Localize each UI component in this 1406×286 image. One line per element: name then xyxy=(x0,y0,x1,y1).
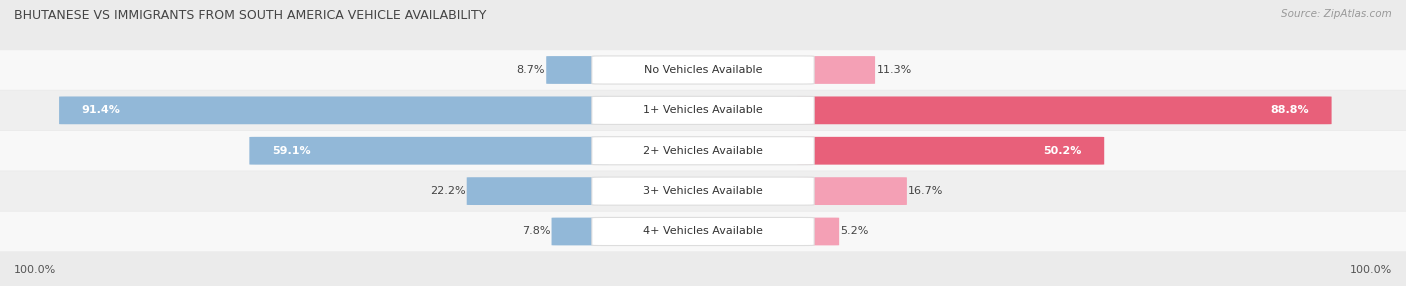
FancyBboxPatch shape xyxy=(592,96,814,124)
FancyBboxPatch shape xyxy=(592,217,814,246)
Text: 4+ Vehicles Available: 4+ Vehicles Available xyxy=(643,227,763,237)
FancyBboxPatch shape xyxy=(797,177,907,205)
Text: 2+ Vehicles Available: 2+ Vehicles Available xyxy=(643,146,763,156)
FancyBboxPatch shape xyxy=(0,50,1406,90)
Text: No Vehicles Available: No Vehicles Available xyxy=(644,65,762,75)
Text: 11.3%: 11.3% xyxy=(876,65,911,75)
FancyBboxPatch shape xyxy=(797,56,875,84)
Text: 100.0%: 100.0% xyxy=(1350,265,1392,275)
FancyBboxPatch shape xyxy=(592,137,814,165)
FancyBboxPatch shape xyxy=(249,137,609,165)
Text: 50.2%: 50.2% xyxy=(1043,146,1081,156)
FancyBboxPatch shape xyxy=(797,137,1104,165)
Text: Source: ZipAtlas.com: Source: ZipAtlas.com xyxy=(1281,9,1392,19)
FancyBboxPatch shape xyxy=(797,218,839,245)
Text: 3+ Vehicles Available: 3+ Vehicles Available xyxy=(643,186,763,196)
Text: 22.2%: 22.2% xyxy=(430,186,465,196)
Text: 59.1%: 59.1% xyxy=(271,146,311,156)
FancyBboxPatch shape xyxy=(467,177,609,205)
Text: 100.0%: 100.0% xyxy=(14,265,56,275)
FancyBboxPatch shape xyxy=(0,131,1406,170)
Text: 8.7%: 8.7% xyxy=(516,65,546,75)
Text: 1+ Vehicles Available: 1+ Vehicles Available xyxy=(643,105,763,115)
FancyBboxPatch shape xyxy=(0,91,1406,130)
FancyBboxPatch shape xyxy=(592,56,814,84)
Text: 16.7%: 16.7% xyxy=(908,186,943,196)
Text: 91.4%: 91.4% xyxy=(82,105,121,115)
Text: BHUTANESE VS IMMIGRANTS FROM SOUTH AMERICA VEHICLE AVAILABILITY: BHUTANESE VS IMMIGRANTS FROM SOUTH AMERI… xyxy=(14,9,486,21)
FancyBboxPatch shape xyxy=(0,212,1406,251)
FancyBboxPatch shape xyxy=(592,177,814,205)
FancyBboxPatch shape xyxy=(547,56,609,84)
FancyBboxPatch shape xyxy=(797,96,1331,124)
FancyBboxPatch shape xyxy=(0,171,1406,211)
FancyBboxPatch shape xyxy=(551,218,609,245)
Text: 7.8%: 7.8% xyxy=(522,227,550,237)
Text: 5.2%: 5.2% xyxy=(841,227,869,237)
FancyBboxPatch shape xyxy=(59,96,609,124)
Text: 88.8%: 88.8% xyxy=(1271,105,1309,115)
